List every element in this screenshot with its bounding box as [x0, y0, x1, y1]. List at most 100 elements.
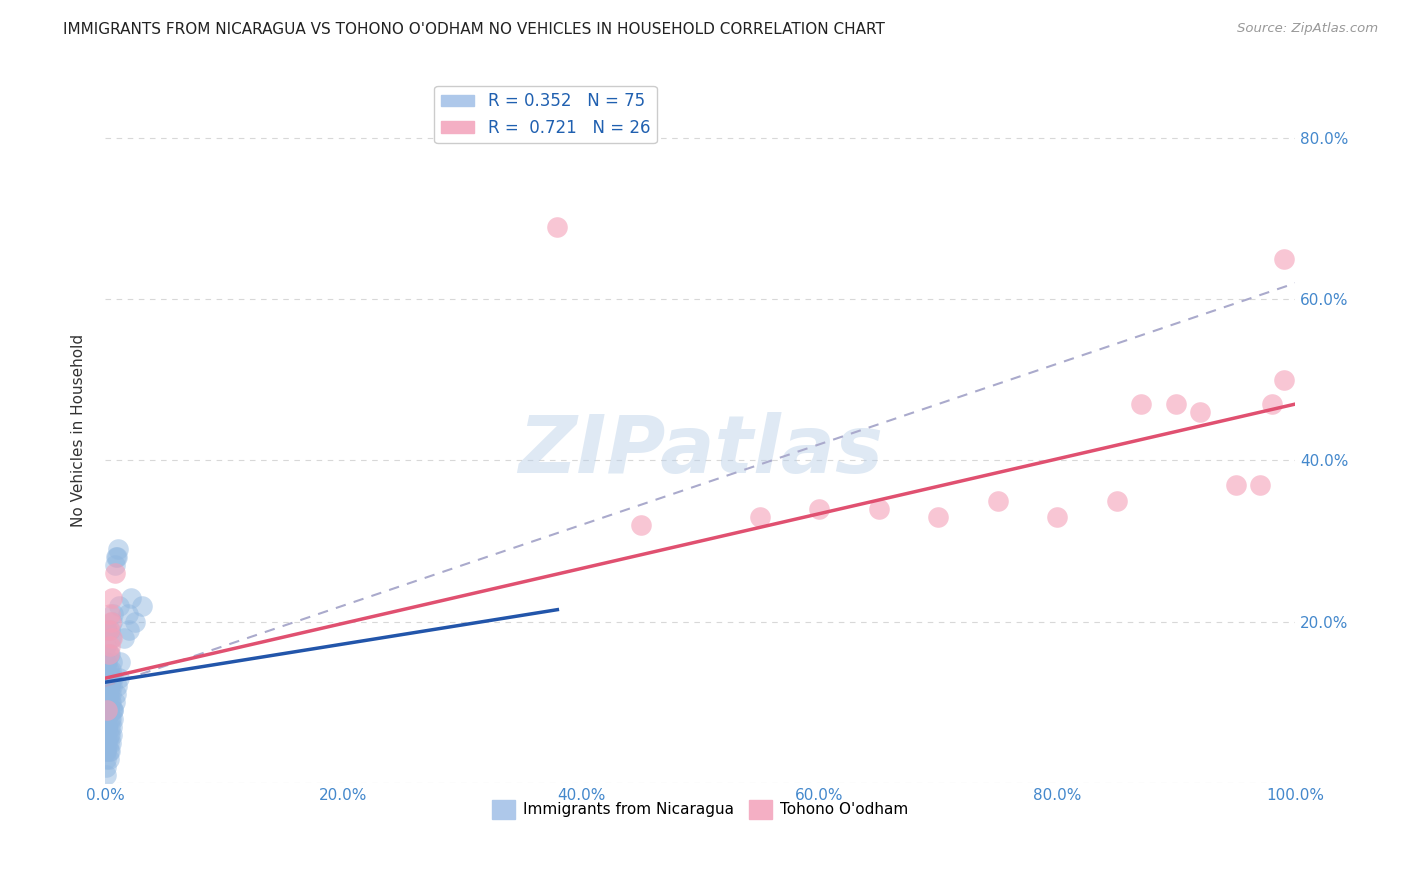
- Point: [1105, 493, 1128, 508]
- Text: ZIPatlas: ZIPatlas: [517, 412, 883, 491]
- Point: [108, 599, 131, 613]
- Point: [101, 655, 124, 669]
- Point: [96, 736, 118, 750]
- Point: [131, 599, 153, 613]
- Point: [1046, 510, 1069, 524]
- Point: [103, 703, 125, 717]
- Point: [97, 687, 120, 701]
- Point: [1249, 477, 1271, 491]
- Point: [1272, 252, 1295, 266]
- Point: [105, 550, 128, 565]
- Point: [97, 752, 120, 766]
- Point: [110, 655, 132, 669]
- Point: [96, 768, 118, 782]
- Point: [101, 631, 124, 645]
- Text: Source: ZipAtlas.com: Source: ZipAtlas.com: [1237, 22, 1378, 36]
- Point: [96, 687, 118, 701]
- Point: [97, 623, 120, 637]
- Point: [96, 671, 118, 685]
- Point: [104, 550, 127, 565]
- Point: [108, 671, 131, 685]
- Point: [98, 679, 121, 693]
- Point: [1272, 373, 1295, 387]
- Point: [96, 720, 118, 734]
- Y-axis label: No Vehicles in Household: No Vehicles in Household: [72, 334, 86, 527]
- Point: [96, 752, 118, 766]
- Point: [103, 703, 125, 717]
- Point: [98, 728, 121, 742]
- Point: [100, 663, 122, 677]
- Point: [96, 687, 118, 701]
- Point: [96, 720, 118, 734]
- Point: [868, 501, 890, 516]
- Point: [96, 720, 118, 734]
- Point: [97, 647, 120, 661]
- Point: [96, 744, 118, 758]
- Point: [101, 679, 124, 693]
- Point: [96, 655, 118, 669]
- Point: [112, 631, 135, 645]
- Point: [927, 510, 949, 524]
- Point: [1189, 405, 1212, 419]
- Point: [96, 703, 118, 717]
- Point: [101, 591, 124, 605]
- Point: [96, 760, 118, 774]
- Point: [546, 219, 568, 234]
- Point: [100, 687, 122, 701]
- Point: [987, 493, 1010, 508]
- Point: [98, 695, 121, 709]
- Legend: Immigrants from Nicaragua, Tohono O'odham: Immigrants from Nicaragua, Tohono O'odha…: [486, 794, 914, 825]
- Point: [96, 703, 118, 717]
- Point: [98, 607, 121, 621]
- Point: [120, 591, 142, 605]
- Point: [118, 623, 141, 637]
- Point: [103, 607, 125, 621]
- Point: [96, 663, 118, 677]
- Point: [97, 744, 120, 758]
- Point: [97, 703, 120, 717]
- Point: [103, 712, 125, 726]
- Point: [96, 712, 118, 726]
- Point: [124, 615, 146, 629]
- Point: [96, 655, 118, 669]
- Point: [117, 607, 139, 621]
- Point: [101, 720, 124, 734]
- Point: [96, 703, 118, 717]
- Point: [1260, 397, 1282, 411]
- Point: [101, 728, 124, 742]
- Point: [100, 671, 122, 685]
- Point: [98, 639, 121, 653]
- Point: [96, 671, 118, 685]
- Point: [97, 663, 120, 677]
- Point: [1166, 397, 1188, 411]
- Point: [104, 687, 127, 701]
- Point: [100, 671, 122, 685]
- Point: [748, 510, 770, 524]
- Point: [1225, 477, 1247, 491]
- Point: [96, 623, 118, 637]
- Point: [100, 631, 122, 645]
- Point: [97, 728, 120, 742]
- Point: [98, 712, 121, 726]
- Point: [96, 744, 118, 758]
- Point: [96, 703, 118, 717]
- Point: [100, 615, 122, 629]
- Point: [808, 501, 831, 516]
- Point: [1129, 397, 1152, 411]
- Point: [98, 744, 121, 758]
- Point: [97, 736, 120, 750]
- Point: [101, 615, 124, 629]
- Point: [100, 695, 122, 709]
- Point: [96, 639, 118, 653]
- Text: IMMIGRANTS FROM NICARAGUA VS TOHONO O'ODHAM NO VEHICLES IN HOUSEHOLD CORRELATION: IMMIGRANTS FROM NICARAGUA VS TOHONO O'OD…: [63, 22, 886, 37]
- Point: [97, 647, 120, 661]
- Point: [103, 558, 125, 573]
- Point: [103, 695, 125, 709]
- Point: [105, 679, 128, 693]
- Point: [98, 647, 121, 661]
- Point: [100, 712, 122, 726]
- Point: [101, 703, 124, 717]
- Point: [103, 671, 125, 685]
- Point: [96, 671, 118, 685]
- Point: [98, 679, 121, 693]
